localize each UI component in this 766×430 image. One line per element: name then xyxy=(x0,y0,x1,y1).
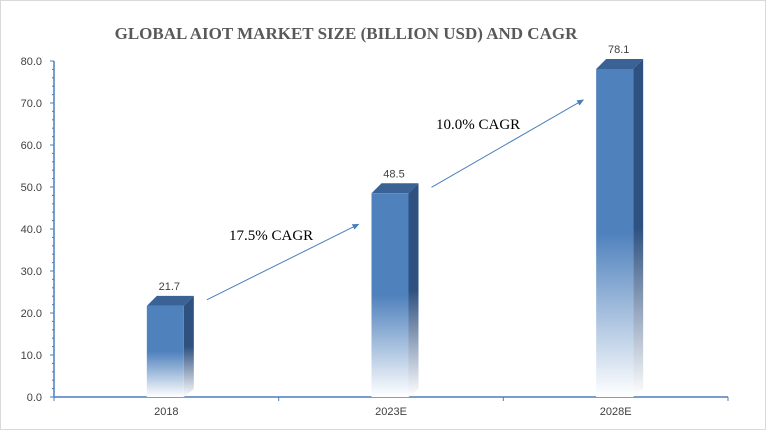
y-tick-label: 20.0 xyxy=(21,308,42,320)
y-axis: 0.0 10.0 20.0 30.0 40.0 50.0 60.0 70.0 80.0 xyxy=(21,56,55,404)
y-tick-label: 40.0 xyxy=(21,224,42,236)
bar-value-label: 21.7 xyxy=(159,281,180,293)
cagr-arrow xyxy=(431,99,585,188)
bar xyxy=(596,68,634,397)
bar-top xyxy=(371,183,419,194)
cagr-arrow xyxy=(206,223,360,301)
y-tick-label: 70.0 xyxy=(21,98,42,110)
bar xyxy=(146,305,184,397)
x-tick-label: 2023E xyxy=(375,406,407,418)
y-tick-label: 50.0 xyxy=(21,182,42,194)
bar xyxy=(371,193,409,397)
bar-top xyxy=(596,58,644,69)
y-tick-label: 0.0 xyxy=(27,392,42,404)
x-tick-label: 2018 xyxy=(154,406,178,418)
x-axis: 2018 2023E 2028E xyxy=(53,396,729,418)
bar-side xyxy=(408,183,419,397)
bar-side xyxy=(633,58,644,397)
chart-title: GLOBAL AIOT MARKET SIZE (BILLION USD) AN… xyxy=(115,24,578,43)
cagr-label: 10.0% CAGR xyxy=(436,117,520,133)
y-tick-label: 30.0 xyxy=(21,266,42,278)
y-tick-label: 60.0 xyxy=(21,140,42,152)
x-tick-label: 2028E xyxy=(600,406,632,418)
y-tick-label: 10.0 xyxy=(21,350,42,362)
bar-value-label: 48.5 xyxy=(383,168,404,180)
bar-value-label: 78.1 xyxy=(608,44,629,56)
bar-top xyxy=(146,295,194,306)
bars: 21.7 48.5 78.1 xyxy=(146,44,644,397)
bar-side xyxy=(183,295,194,397)
y-tick-label: 80.0 xyxy=(21,56,42,68)
annotations: 17.5% CAGR 10.0% CAGR xyxy=(206,99,585,301)
cagr-label: 17.5% CAGR xyxy=(229,228,313,244)
